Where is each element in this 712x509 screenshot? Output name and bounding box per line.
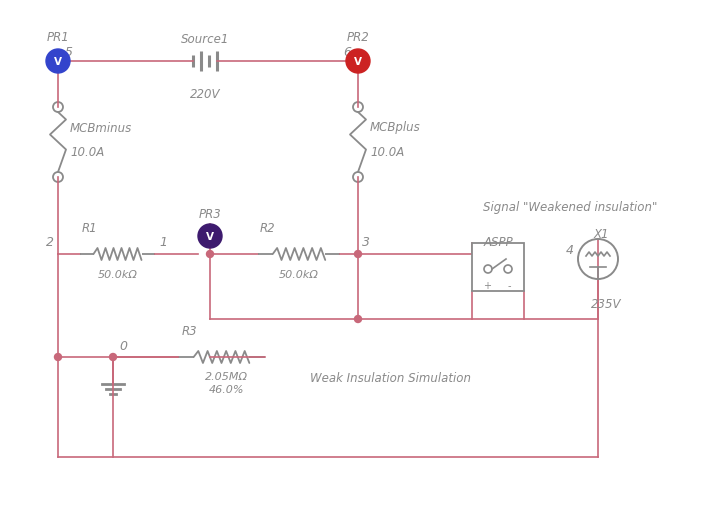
Circle shape (46, 50, 70, 74)
Text: +: + (483, 280, 491, 291)
Text: Source1: Source1 (181, 33, 229, 46)
Text: Weak Insulation Simulation: Weak Insulation Simulation (310, 371, 471, 384)
Text: 6: 6 (343, 46, 351, 59)
Text: 10.0A: 10.0A (370, 145, 404, 158)
Text: X1: X1 (593, 228, 609, 241)
Text: 50.0kΩ: 50.0kΩ (279, 269, 319, 279)
Text: 2.05MΩ: 2.05MΩ (205, 371, 248, 381)
Circle shape (355, 316, 362, 323)
Text: 46.0%: 46.0% (209, 384, 244, 394)
Text: 235V: 235V (591, 297, 622, 310)
Text: V: V (54, 57, 62, 67)
Circle shape (346, 50, 370, 74)
Text: R1: R1 (82, 221, 98, 235)
Text: 50.0kΩ: 50.0kΩ (98, 269, 137, 279)
Text: Signal "Weakened insulation": Signal "Weakened insulation" (483, 201, 657, 214)
Circle shape (355, 251, 362, 258)
Text: MCBminus: MCBminus (70, 121, 132, 134)
Text: V: V (206, 232, 214, 242)
Circle shape (55, 354, 61, 361)
Bar (472, 243, 524, 292)
Text: V: V (354, 57, 362, 67)
Text: PR1: PR1 (46, 31, 69, 44)
Text: 3: 3 (362, 236, 370, 248)
Circle shape (110, 354, 117, 361)
Text: 4: 4 (566, 243, 574, 256)
Circle shape (206, 251, 214, 258)
Text: PR2: PR2 (347, 31, 370, 44)
Text: MCBplus: MCBplus (370, 121, 421, 134)
Text: 10.0A: 10.0A (70, 145, 104, 158)
Text: 5: 5 (65, 46, 73, 59)
Text: PR3: PR3 (199, 208, 221, 220)
Circle shape (198, 224, 222, 248)
Text: R3: R3 (182, 324, 198, 337)
Text: 2: 2 (46, 236, 54, 248)
Text: R2: R2 (260, 221, 276, 235)
Text: ASPP: ASPP (483, 236, 513, 248)
Text: 0: 0 (119, 340, 127, 352)
Text: -: - (507, 280, 511, 291)
Text: 1: 1 (159, 236, 167, 248)
Text: 220V: 220V (190, 88, 220, 101)
